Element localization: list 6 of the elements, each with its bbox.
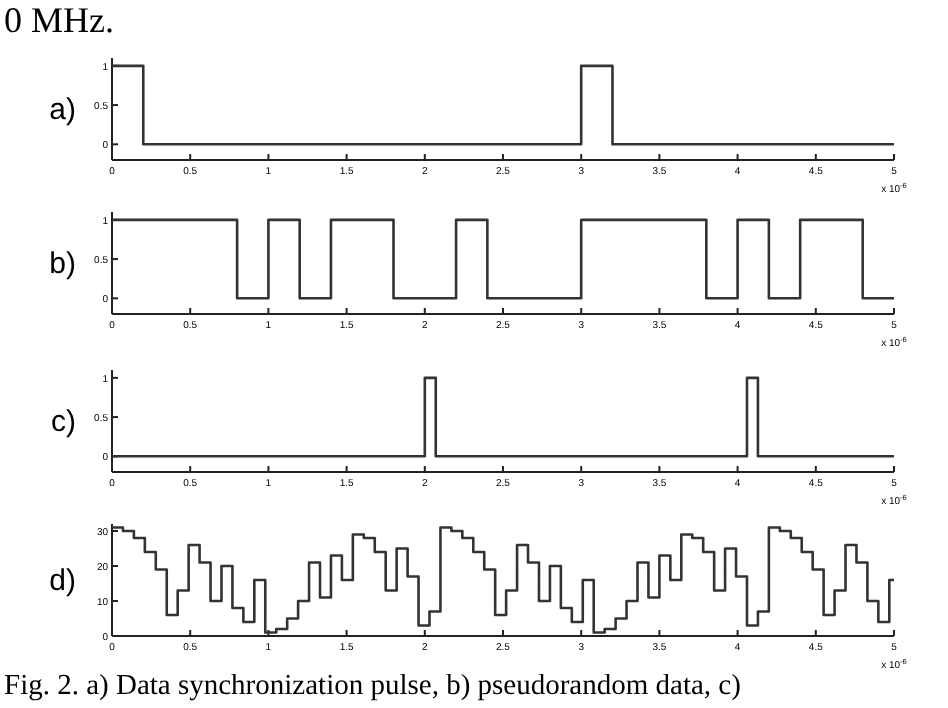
y-axis-title: d) bbox=[49, 564, 76, 598]
caption: Fig. 2. a) Data synchronization pulse, b) pseudorandom data, c) bbox=[4, 670, 742, 702]
y-axis-title: c) bbox=[51, 405, 76, 439]
text: 0 MHz. bbox=[4, 0, 114, 40]
y-axis-title: a) bbox=[49, 93, 76, 127]
y-axis-title: b) bbox=[49, 247, 76, 281]
